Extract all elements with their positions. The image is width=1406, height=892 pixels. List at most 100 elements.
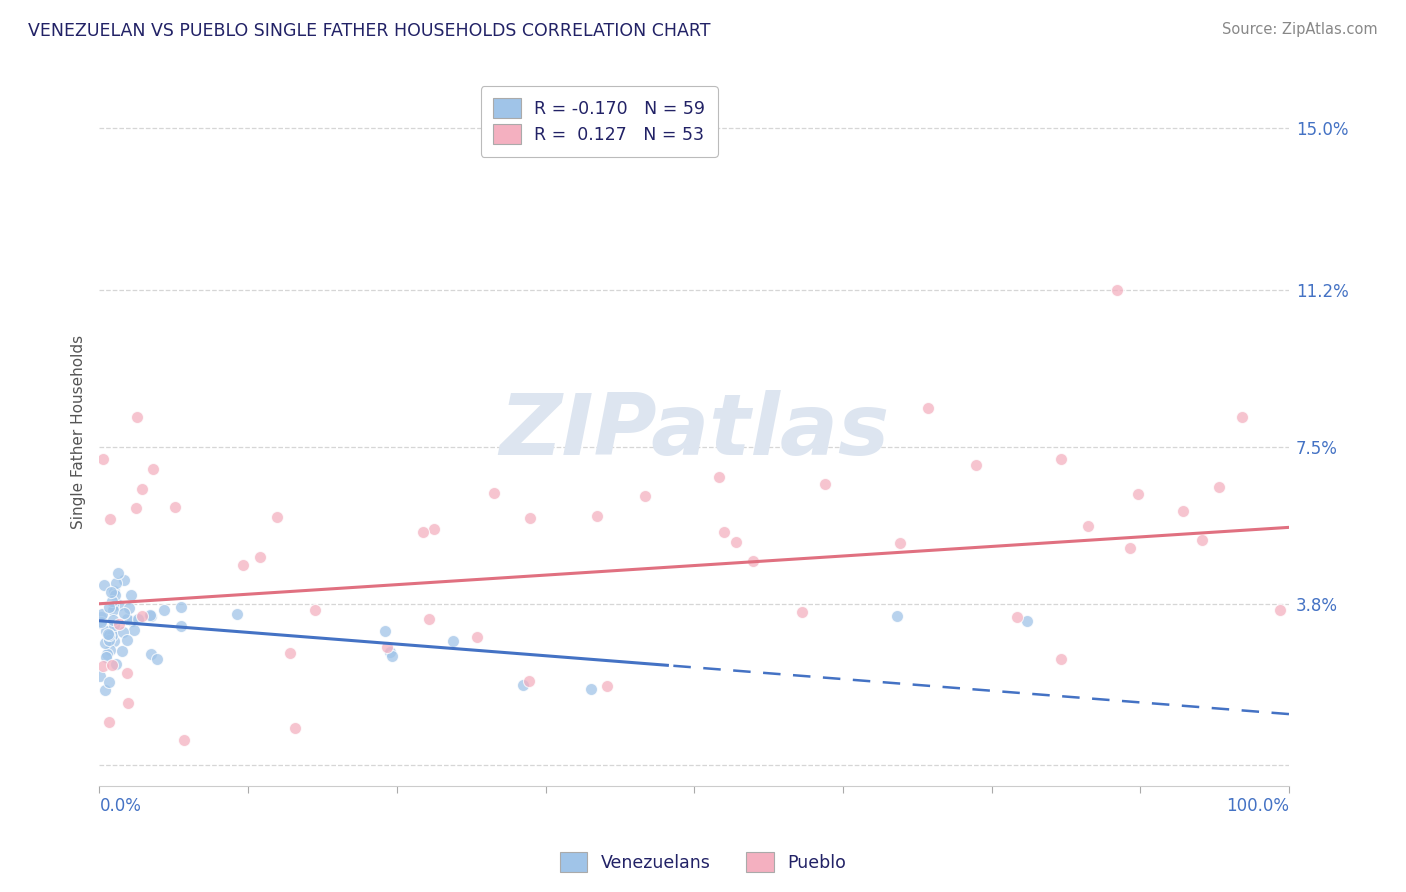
Point: [284, 721, 307, 735]
Point: [139, 647, 162, 661]
Point: [1191, 533, 1213, 547]
Point: [98, 643, 121, 657]
Point: [139, 608, 162, 623]
Point: [266, 510, 288, 524]
Text: VENEZUELAN VS PUEBLO SINGLE FATHER HOUSEHOLDS CORRELATION CHART: VENEZUELAN VS PUEBLO SINGLE FATHER HOUSE…: [28, 22, 710, 40]
Point: [112, 625, 135, 640]
Point: [142, 462, 165, 476]
Point: [104, 589, 127, 603]
Point: [965, 458, 987, 472]
Point: [101, 594, 124, 608]
Point: [117, 696, 139, 710]
Point: [381, 648, 404, 663]
Point: [98, 628, 121, 642]
Point: [91, 659, 114, 673]
Point: [232, 558, 254, 573]
Point: [90, 615, 112, 629]
Point: [104, 657, 127, 672]
Point: [90, 609, 112, 624]
Point: [125, 409, 148, 424]
Point: [517, 673, 540, 688]
Point: [423, 522, 446, 536]
Point: [152, 603, 174, 617]
Point: [103, 617, 125, 632]
Point: [100, 585, 122, 599]
Point: [131, 482, 153, 496]
Point: [790, 605, 813, 619]
Point: [127, 612, 149, 626]
Point: [1105, 283, 1128, 297]
Point: [97, 600, 120, 615]
Point: [585, 508, 607, 523]
Point: [101, 613, 124, 627]
Point: [120, 588, 142, 602]
Text: 0.0%: 0.0%: [100, 797, 142, 815]
Point: [814, 476, 837, 491]
Point: [108, 617, 131, 632]
Point: [118, 600, 141, 615]
Point: [94, 624, 117, 639]
Point: [709, 470, 731, 484]
Point: [1017, 614, 1039, 628]
Legend: Venezuelans, Pueblo: Venezuelans, Pueblo: [553, 845, 853, 879]
Point: [412, 525, 434, 540]
Point: [124, 501, 146, 516]
Point: [165, 500, 187, 514]
Point: [101, 658, 124, 673]
Point: [103, 634, 125, 648]
Point: [724, 535, 747, 549]
Point: [512, 678, 534, 692]
Point: [93, 577, 115, 591]
Point: [107, 566, 129, 581]
Point: [93, 452, 115, 467]
Point: [96, 648, 118, 662]
Point: [1270, 603, 1292, 617]
Point: [94, 682, 117, 697]
Text: ZIPatlas: ZIPatlas: [499, 391, 890, 474]
Point: [103, 603, 125, 617]
Point: [226, 607, 249, 621]
Point: [112, 606, 135, 620]
Point: [124, 623, 146, 637]
Point: [886, 609, 908, 624]
Point: [111, 643, 134, 657]
Point: [304, 602, 326, 616]
Point: [1171, 504, 1194, 518]
Point: [121, 615, 143, 629]
Text: 100.0%: 100.0%: [1226, 797, 1289, 815]
Point: [98, 675, 121, 690]
Point: [89, 669, 111, 683]
Y-axis label: Single Father Households: Single Father Households: [72, 334, 86, 529]
Point: [170, 599, 193, 614]
Point: [101, 624, 124, 638]
Point: [139, 608, 162, 623]
Point: [634, 489, 657, 503]
Point: [1049, 652, 1071, 666]
Point: [374, 624, 396, 638]
Point: [98, 714, 121, 729]
Point: [1230, 409, 1253, 424]
Point: [249, 550, 271, 565]
Point: [170, 619, 193, 633]
Text: Source: ZipAtlas.com: Source: ZipAtlas.com: [1222, 22, 1378, 37]
Point: [378, 645, 401, 659]
Point: [596, 679, 619, 693]
Point: [101, 628, 124, 642]
Point: [90, 616, 112, 631]
Point: [145, 652, 167, 666]
Point: [713, 525, 735, 540]
Point: [131, 608, 153, 623]
Point: [98, 512, 121, 526]
Point: [441, 634, 464, 648]
Point: [98, 633, 121, 648]
Point: [173, 732, 195, 747]
Point: [96, 649, 118, 664]
Point: [519, 511, 541, 525]
Point: [482, 486, 505, 500]
Point: [115, 612, 138, 626]
Point: [917, 401, 939, 416]
Point: [1208, 480, 1230, 494]
Point: [91, 607, 114, 622]
Point: [115, 665, 138, 680]
Point: [465, 630, 488, 644]
